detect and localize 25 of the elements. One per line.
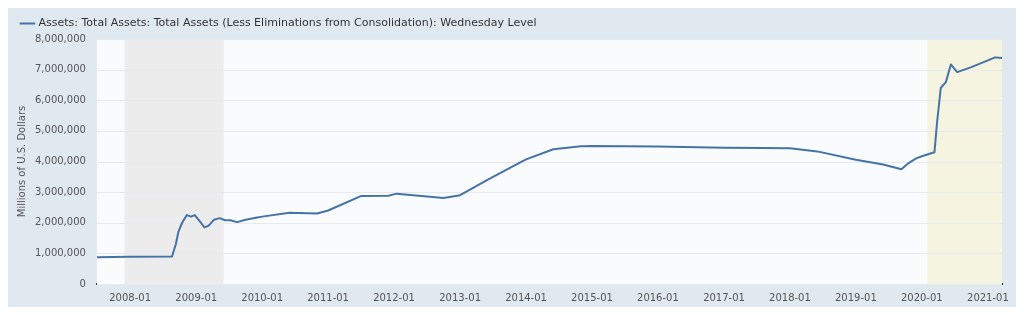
x-tick-label: 2020-01 [900, 291, 943, 303]
x-tick-label: 2019-01 [834, 291, 877, 303]
y-tick-label: 5,000,000 [34, 124, 86, 136]
legend-label: Assets: Total Assets: Total Assets (Less Eliminations from Consolidation): Wednesday Level [38, 16, 537, 30]
y-tick-label: 8,000,000 [34, 32, 86, 44]
x-tick-label: 2021-01 [967, 291, 1009, 303]
x-tick-label: 2010-01 [241, 291, 284, 303]
x-tick-label: 2008-01 [109, 291, 152, 303]
x-tick-label: 2015-01 [571, 291, 613, 303]
x-tick-label: 2011-01 [307, 291, 349, 303]
x-tick-label: 2014-01 [505, 291, 547, 303]
y-tick-label: 0 [79, 277, 86, 289]
x-tick-label: 2016-01 [637, 291, 679, 303]
x-tick-label: 2018-01 [769, 291, 811, 303]
x-tick-label: 2013-01 [439, 291, 482, 303]
y-tick-label: 3,000,000 [34, 185, 86, 197]
y-axis-title: Millions of U.S. Dollars [15, 105, 27, 218]
y-tick-label: 7,000,000 [34, 63, 86, 75]
y-tick-label: 6,000,000 [34, 93, 86, 105]
x-tick-label: 2017-01 [703, 291, 745, 303]
y-tick-label: 1,000,000 [34, 246, 86, 258]
x-tick-label: 2012-01 [373, 291, 415, 303]
y-tick-label: 2,000,000 [34, 216, 86, 228]
y-tick-label: 4,000,000 [34, 155, 86, 167]
x-tick-label: 2009-01 [175, 291, 218, 303]
